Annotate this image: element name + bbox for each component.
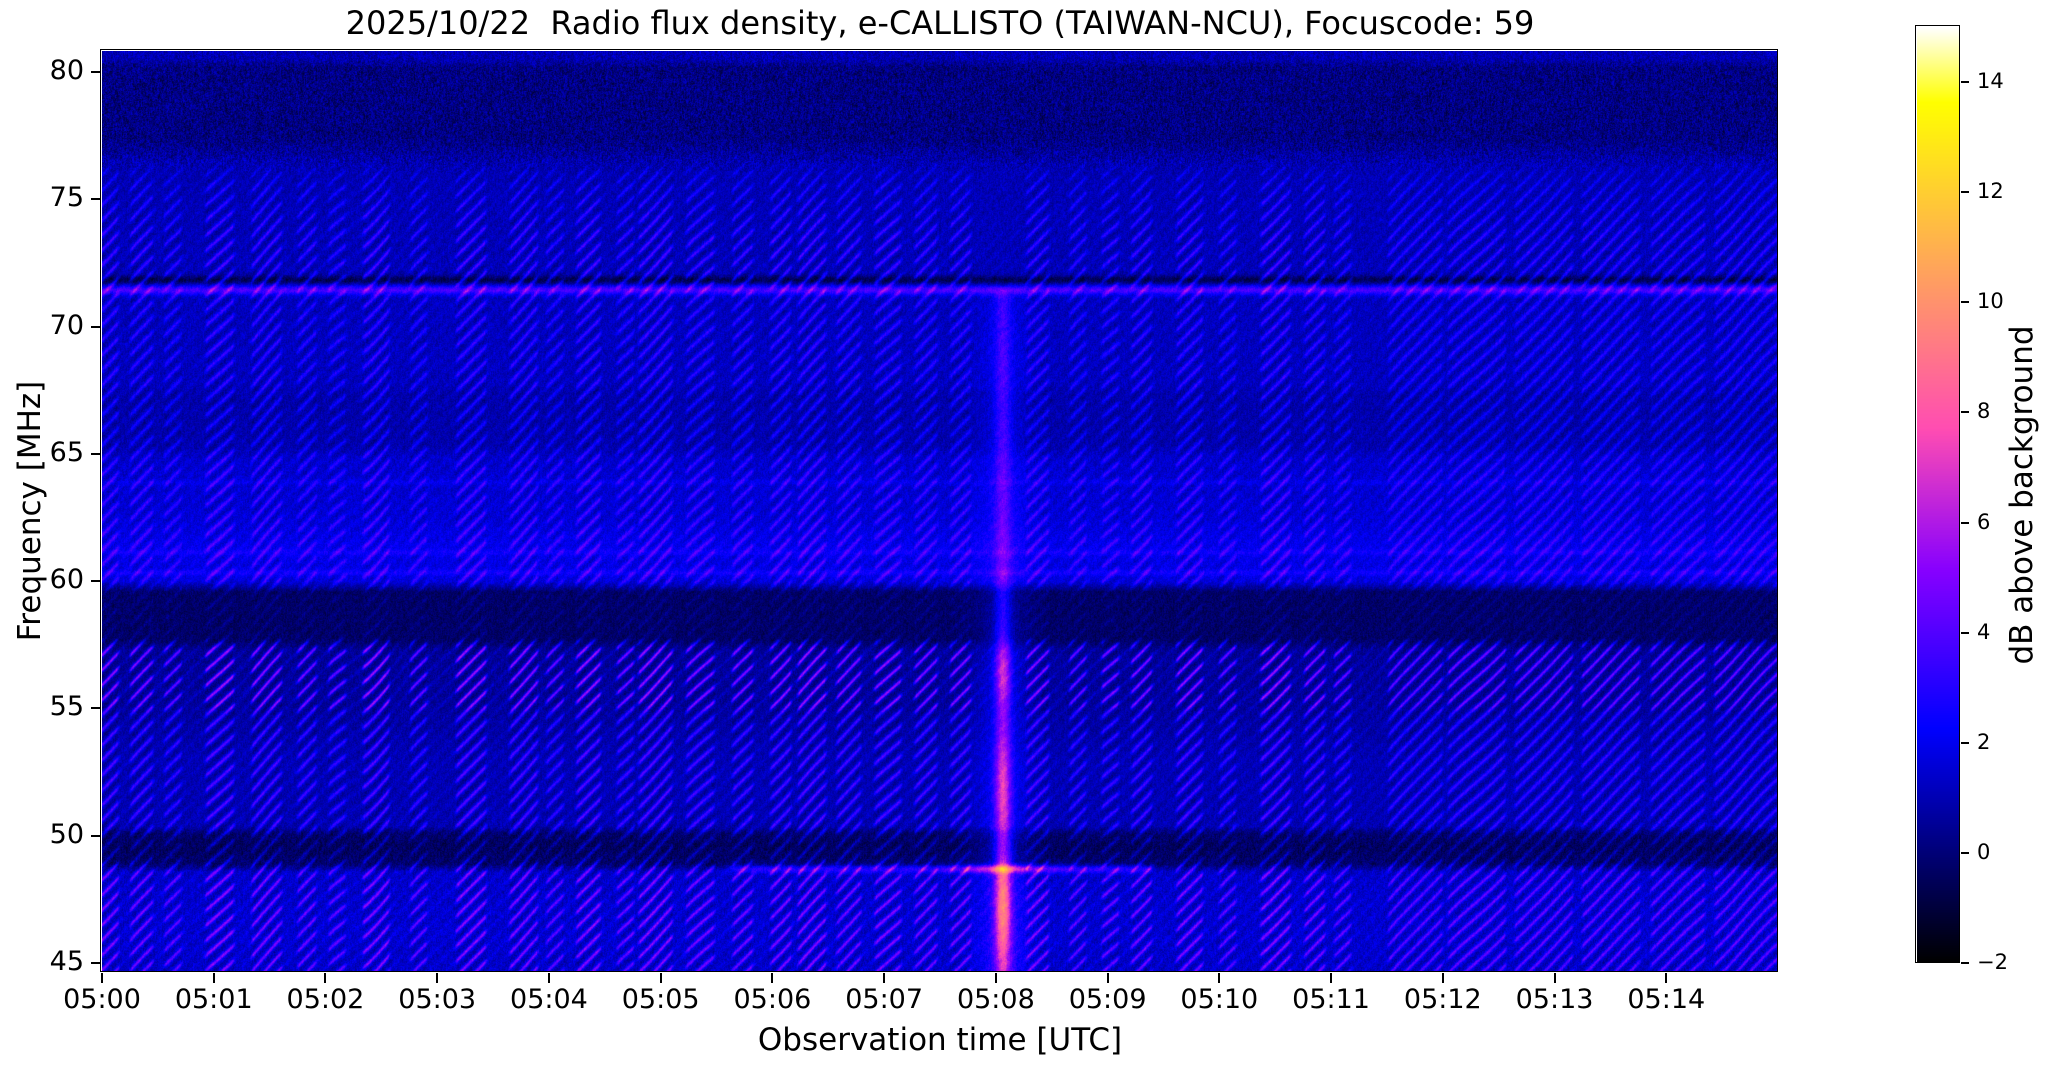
x-axis-tick-label: 05:09 [1068,984,1147,1015]
y-tick-mark [91,962,101,965]
y-axis-tick-label: 55 [49,691,84,723]
x-axis-label: Observation time [UTC] [757,1022,1123,1058]
colorbar-tick-mark [1961,962,1969,964]
x-tick-mark [101,973,103,983]
y-axis-tick-label: 80 [49,54,84,86]
x-tick-mark [1441,973,1444,983]
y-tick-mark [91,325,101,328]
y-tick-mark [91,70,101,73]
x-tick-mark [1106,973,1109,983]
colorbar-tick-mark [1961,631,1969,634]
colorbar-tick-label: 14 [1977,69,2004,94]
colorbar-tick-label: 2 [1977,729,1991,754]
colorbar-tick-label: 8 [1977,399,1991,424]
x-axis-tick-label: 05:10 [1180,984,1259,1015]
y-tick-mark [91,580,101,583]
x-axis-tick-label: 05:08 [956,984,1035,1015]
y-tick-mark [91,452,101,455]
x-tick-mark [1330,973,1333,983]
x-tick-mark [659,973,662,983]
x-tick-mark [1665,973,1668,983]
colorbar-gradient [1917,27,1960,963]
colorbar-tick-mark [1961,301,1969,304]
y-tick-mark [91,834,101,837]
x-axis-tick-label: 05:03 [398,984,477,1015]
x-tick-mark [547,973,550,983]
x-axis-tick-label: 05:06 [733,984,812,1015]
colorbar-tick-mark [1961,851,1969,854]
x-tick-mark [1218,973,1221,983]
x-tick-mark [436,973,439,983]
colorbar-tick-label: −2 [1977,950,2008,974]
colorbar-tick-label: 0 [1977,839,1991,864]
x-axis-tick-label: 05:11 [1292,984,1370,1015]
spectrogram-canvas [102,51,1778,972]
x-axis-tick-label: 05:01 [174,984,253,1015]
x-axis-tick-label: 05:02 [286,984,365,1015]
x-axis-tick-label: 05:13 [1515,984,1594,1015]
y-axis-tick-label: 45 [49,946,84,978]
x-tick-mark [994,973,997,983]
x-axis-tick-label: 05:14 [1627,984,1706,1015]
colorbar-tick-mark [1961,81,1969,84]
y-axis-label: Frequency [MHz] [12,380,48,642]
colorbar-tick-mark [1961,741,1969,744]
page-title: 2025/10/22 Radio flux density, e-CALLIST… [345,4,1535,42]
x-axis-tick-label: 05:04 [510,984,588,1015]
x-axis-tick-label: 05:05 [621,984,700,1015]
colorbar-label: dB above background [2004,325,2040,665]
y-axis-tick-label: 75 [49,182,84,214]
y-axis-tick-label: 60 [49,564,84,596]
x-axis-tick-label: 05:00 [63,984,141,1015]
colorbar-tick-label: 12 [1977,179,2004,204]
x-axis-tick-label: 05:12 [1403,984,1482,1015]
colorbar-tick-label: 4 [1977,619,1991,644]
y-axis-tick-label: 65 [49,436,84,468]
y-tick-mark [91,707,101,710]
colorbar-tick-label: 6 [1977,509,1991,534]
colorbar-tick-mark [1961,191,1969,194]
x-tick-mark [883,973,886,983]
colorbar-tick-mark [1961,411,1969,414]
x-axis-tick-label: 05:07 [845,984,924,1015]
y-axis-tick-label: 70 [49,309,84,341]
y-axis-tick-label: 50 [49,818,84,850]
x-tick-mark [324,973,327,983]
x-tick-mark [212,973,215,983]
x-tick-mark [1553,973,1556,983]
colorbar-tick-label: 10 [1977,289,2004,314]
colorbar-tick-mark [1961,521,1969,524]
y-tick-mark [91,198,101,201]
x-tick-mark [771,973,774,983]
